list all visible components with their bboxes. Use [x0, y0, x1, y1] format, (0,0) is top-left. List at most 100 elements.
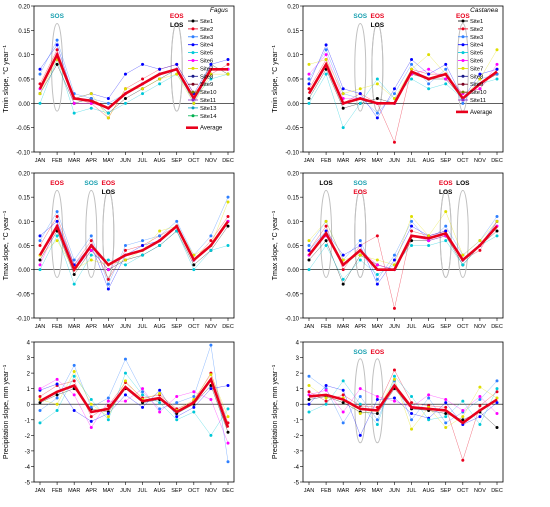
x-tick-label: MAY: [372, 488, 384, 494]
x-tick-label: FEB: [321, 324, 332, 330]
series-point-Site2: [341, 393, 345, 397]
series-point-Site1: [341, 401, 345, 405]
legend-label: Site10: [470, 90, 486, 96]
series-point-Site7: [226, 72, 230, 76]
x-tick-label: DEC: [491, 488, 503, 494]
x-tick-label: OCT: [188, 158, 200, 164]
annotation-ellipse: [170, 23, 183, 112]
series-point-Site7: [89, 402, 93, 406]
series-point-Site7: [324, 396, 328, 400]
x-tick-label: MAR: [68, 158, 80, 164]
series-point-Site7: [427, 234, 431, 238]
series-point-Site5: [141, 253, 145, 257]
series-point-Site6: [392, 399, 396, 403]
series-point-Site5: [158, 244, 162, 247]
y-tick-label: -1: [25, 418, 31, 424]
legend-label: Site6: [470, 59, 483, 65]
legend-swatch-marker: [191, 43, 195, 47]
series-point-Site6: [495, 412, 499, 416]
series-point-Site3: [106, 101, 110, 105]
series-point-Site4: [444, 229, 448, 233]
series-point-Site2: [141, 77, 145, 81]
series-point-Site6: [375, 394, 379, 398]
series-line-Site6: [308, 388, 498, 414]
series-point-Site5: [123, 263, 127, 267]
annotation-los: LOS: [439, 189, 453, 196]
series-point-Site2: [89, 239, 93, 243]
series-point-Site4: [158, 67, 162, 71]
series-point-Site6: [444, 398, 448, 402]
series-point-Site4: [392, 258, 396, 262]
series-point-Site6: [38, 387, 42, 391]
legend-swatch-marker: [461, 74, 465, 78]
x-tick-label: MAR: [68, 488, 80, 494]
legend-label: Site1: [470, 19, 483, 25]
y-tick-label: 0.15: [18, 29, 30, 35]
series-point-Site2: [106, 277, 110, 281]
series-point-Site3: [226, 195, 230, 199]
series-point-Site7: [55, 402, 59, 406]
series-point-Site3: [209, 343, 213, 347]
legend-swatch-marker: [191, 19, 195, 23]
series-point-Site5: [358, 402, 362, 406]
y-tick-label: 0.10: [287, 220, 299, 226]
series-line-Site2: [308, 58, 498, 144]
series-point-Site4: [106, 96, 110, 100]
series-point-Site7: [175, 72, 179, 76]
series-point-Site5: [89, 398, 93, 402]
series-point-Site2: [375, 234, 379, 238]
y-tick-label: 1: [296, 387, 300, 393]
series-point-Site4: [72, 408, 76, 412]
series-point-Site7: [226, 415, 230, 419]
series-point-Site1: [341, 282, 345, 286]
x-tick-label: JUN: [389, 324, 400, 330]
y-tick-label: 0.20: [287, 172, 299, 178]
series-point-Site1: [123, 96, 127, 100]
series-point-Site1: [375, 96, 379, 100]
x-tick-label: MAY: [372, 324, 384, 330]
series-point-Site7: [192, 101, 196, 105]
series-point-Site5: [55, 408, 59, 412]
y-tick-label: 0.05: [287, 244, 299, 250]
series-point-Site7: [55, 239, 59, 243]
series-point-Site3: [89, 96, 93, 100]
series-line-Site3: [39, 345, 229, 462]
y-tick-label: 0.20: [18, 172, 30, 178]
series-point-Site4: [141, 405, 145, 409]
panel-tmin-fagus: -0.10 -0.05 0.00 0.05 0.10 0.15 0.20 JAN FEB MAR A…: [2, 5, 235, 164]
series-point-Site1: [444, 412, 448, 416]
series-point-Site4: [38, 234, 42, 238]
series-point-Site7: [141, 87, 145, 91]
series-point-Site4: [175, 62, 179, 66]
series-point-Site3: [72, 258, 76, 262]
x-tick-label: DEC: [222, 488, 234, 494]
series-point-Site5: [444, 82, 448, 86]
series-point-Site3: [38, 239, 42, 243]
legend-swatch-marker: [461, 59, 465, 62]
panel-prec-fagus: -5 -4 -3 -2 -1 0 1 2 3 4 JAN FEB MAR APR MAY JUN JUL AUG S…: [3, 341, 235, 494]
series-point-Site3: [392, 253, 396, 257]
y-tick-label: -2: [294, 434, 300, 440]
series-point-Site6: [324, 53, 328, 57]
series-point-Site3: [123, 244, 127, 247]
y-tick-label: 0.10: [18, 220, 30, 226]
x-tick-label: OCT: [457, 158, 469, 164]
series-point-Site6: [89, 248, 93, 252]
series-point-Site1: [38, 258, 42, 262]
y-tick-label: 0.15: [287, 29, 299, 35]
legend-label: Site5: [200, 51, 213, 57]
series-point-Site7: [410, 67, 414, 71]
series-point-Site5: [141, 92, 145, 96]
legend-swatch-marker: [191, 74, 195, 78]
x-tick-label: JUL: [407, 488, 417, 494]
average-line: [307, 61, 498, 105]
series-point-Site3: [341, 421, 345, 425]
average-line: [39, 376, 230, 428]
legend-castanea: CastaneaSite1Site2Site3Site4Site5Site6Si…: [456, 7, 498, 116]
legend-swatch-marker: [191, 66, 195, 70]
x-tick-label: NOV: [205, 158, 217, 164]
series-point-Site3: [444, 421, 448, 425]
annotation-eos: EOS: [439, 180, 453, 187]
series-point-Site5: [495, 387, 499, 391]
